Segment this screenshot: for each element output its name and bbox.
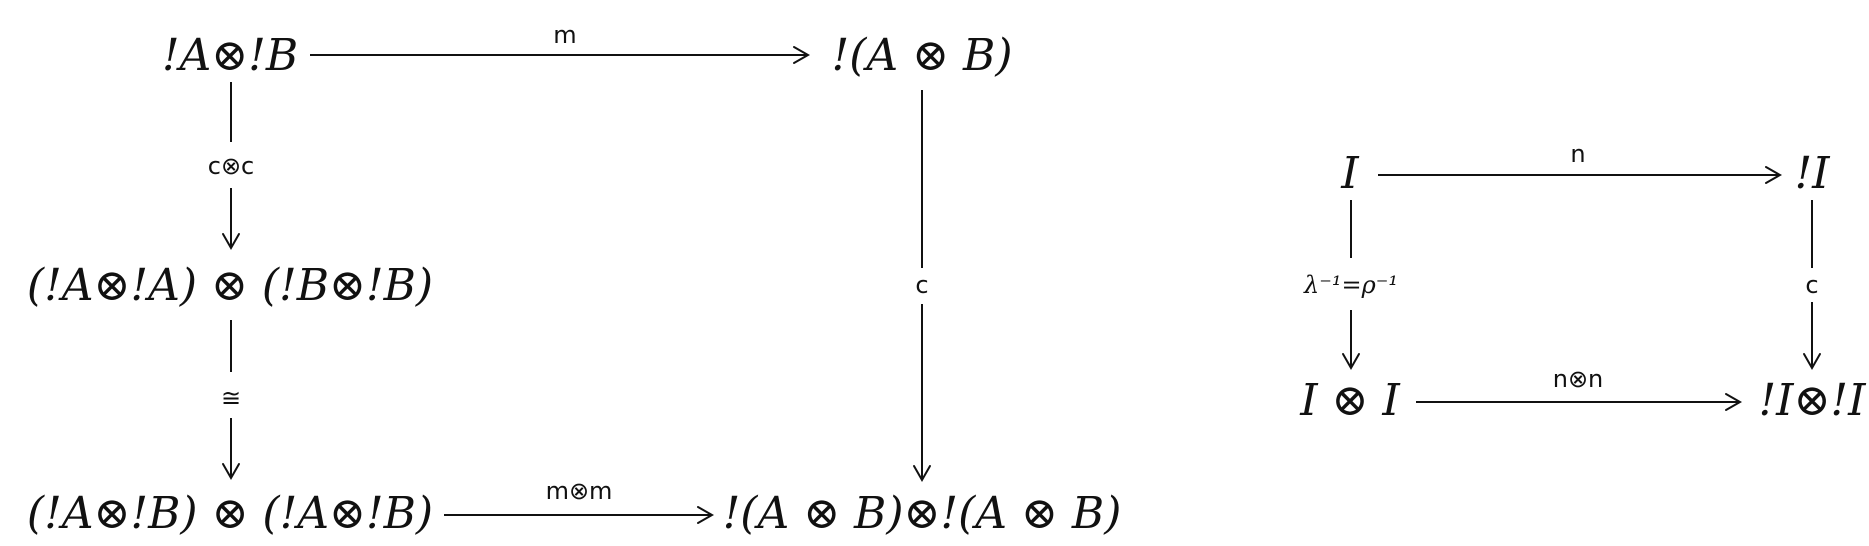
arrow-unit-right-c: c — [1803, 200, 1821, 371]
node-unit-top-right: !I — [1794, 148, 1831, 199]
node-top-right: !(A ⊗ B) — [832, 30, 1013, 81]
arrow-label-m: m — [553, 21, 576, 49]
arrow-label-c-tensor-c: c⊗c — [208, 152, 255, 180]
node-bottom-right: !(A ⊗ B)⊗!(A ⊗ B) — [723, 488, 1122, 539]
arrow-left-lower-iso: ≅ — [221, 320, 241, 481]
arrow-label-isomorphism: ≅ — [221, 384, 241, 412]
arrow-unit-left-lambda-rho: λ⁻¹=ρ⁻¹ — [1303, 200, 1398, 371]
node-unit-bottom-right: !I⊗!I — [1759, 375, 1868, 426]
arrow-label-n-tensor-n: n⊗n — [1553, 365, 1604, 393]
arrow-label-m-tensor-m: m⊗m — [546, 477, 613, 505]
arrow-label-lambda-inv-rho-inv: λ⁻¹=ρ⁻¹ — [1303, 271, 1398, 299]
arrow-unit-bottom-nn: n⊗n — [1416, 365, 1743, 411]
diagram-unit: I !I I ⊗ I !I⊗!I n λ⁻¹=ρ⁻¹ c n⊗n — [1299, 140, 1867, 426]
arrow-label-n: n — [1570, 140, 1585, 168]
arrow-right-c: c — [913, 90, 931, 483]
node-middle-left: (!A⊗!A) ⊗ (!B⊗!B) — [27, 260, 433, 311]
arrow-left-upper-cc: c⊗c — [208, 82, 255, 251]
arrow-unit-top-n: n — [1378, 140, 1783, 184]
node-top-left: !A⊗!B — [162, 30, 298, 81]
node-bottom-left: (!A⊗!B) ⊗ (!A⊗!B) — [27, 488, 433, 539]
arrow-bottom-mm: m⊗m — [444, 477, 715, 524]
node-unit-bottom-left: I ⊗ I — [1299, 375, 1401, 426]
diagram-monoidal-comonad: !A⊗!B !(A ⊗ B) (!A⊗!A) ⊗ (!B⊗!B) (!A⊗!B)… — [27, 21, 1121, 539]
arrow-label-c: c — [915, 271, 928, 299]
arrow-label-unit-c: c — [1805, 271, 1818, 299]
node-unit-top-left: I — [1340, 148, 1360, 199]
arrow-top-m: m — [310, 21, 811, 64]
